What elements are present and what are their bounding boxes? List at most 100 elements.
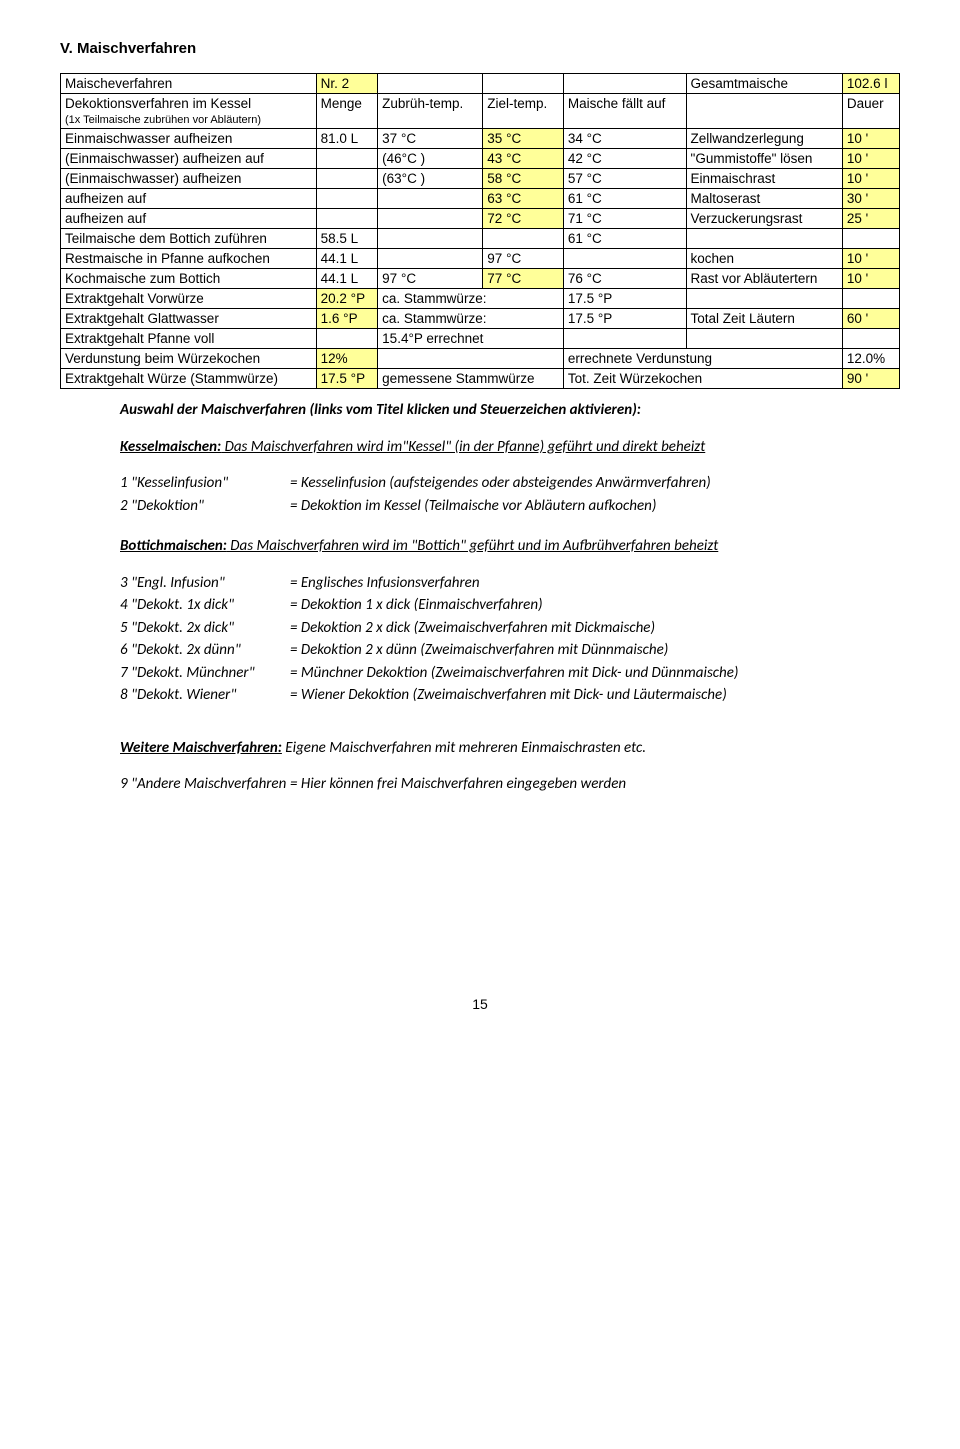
weitere-title: Weitere Maischverfahren: — [120, 739, 282, 757]
cell: 17.5 °P — [563, 309, 686, 329]
item-value: = Münchner Dekoktion (Zweimaischverfahre… — [290, 662, 860, 685]
cell: Einmaischrast — [686, 169, 842, 189]
table-row: Extraktgehalt Pfanne voll 15.4°P errechn… — [61, 329, 900, 349]
cell: 34 °C — [563, 129, 686, 149]
table-row: Verdunstung beim Würzekochen 12% errechn… — [61, 349, 900, 369]
table-row: (Einmaischwasser) aufheizen auf (46°C ) … — [61, 149, 900, 169]
table-row: aufheizen auf 63 °C 61 °C Maltoserast 30… — [61, 189, 900, 209]
cell: 63 °C — [483, 189, 564, 209]
cell: Dauer — [842, 94, 899, 129]
bottich-heading: Bottichmaischen: Das Maischverfahren wir… — [120, 535, 860, 558]
cell: 1.6 °P — [316, 309, 378, 329]
cell — [686, 329, 842, 349]
weitere-desc: Eigene Maischverfahren mit mehreren Einm… — [282, 739, 646, 757]
table-row: Maischeverfahren Nr. 2 Gesamtmaische 102… — [61, 74, 900, 94]
cell: Zellwandzerlegung — [686, 129, 842, 149]
cell: "Gummistoffe" lösen — [686, 149, 842, 169]
cell: gemessene Stammwürze — [378, 369, 564, 389]
cell: 10 ' — [842, 269, 899, 289]
cell — [842, 229, 899, 249]
item-key: 6 "Dekokt. 2x dünn" — [120, 639, 290, 662]
cell: Teilmaische dem Bottich zuführen — [61, 229, 317, 249]
kessel-heading: Kesselmaischen: Das Maischverfahren wird… — [120, 436, 860, 459]
cell: errechnete Verdunstung — [563, 349, 842, 369]
item-value: = Wiener Dekoktion (Zweimaischverfahren … — [290, 684, 860, 707]
cell — [842, 329, 899, 349]
cell: Dekoktionsverfahren im Kessel (1x Teilmai… — [61, 94, 317, 129]
intro-bold: Auswahl der Maischverfahren (links vom T… — [120, 401, 641, 419]
cell — [316, 209, 378, 229]
item-value: = Dekoktion im Kessel (Teilmaische vor A… — [290, 495, 860, 518]
item-key: 4 "Dekokt. 1x dick" — [120, 594, 290, 617]
cell: 44.1 L — [316, 269, 378, 289]
table-row: Einmaischwasser aufheizen 81.0 L 37 °C 3… — [61, 129, 900, 149]
page-number: 15 — [60, 996, 900, 1012]
item-value: = Dekoktion 2 x dick (Zweimaischverfahre… — [290, 617, 860, 640]
table-row: Extraktgehalt Würze (Stammwürze) 17.5 °P… — [61, 369, 900, 389]
cell: 42 °C — [563, 149, 686, 169]
cell — [686, 229, 842, 249]
item-key: 1 "Kesselinfusion" — [120, 472, 290, 495]
cell — [316, 329, 378, 349]
cell: 44.1 L — [316, 249, 378, 269]
table-row: Extraktgehalt Glattwasser 1.6 °P ca. Sta… — [61, 309, 900, 329]
cell: 15.4°P errechnet — [378, 329, 564, 349]
cell: 17.5 °P — [563, 289, 686, 309]
cell: 17.5 °P — [316, 369, 378, 389]
cell: 37 °C — [378, 129, 483, 149]
item-value: = Hier können frei Maischverfahren einge… — [290, 773, 860, 796]
kessel-title: Kesselmaischen: — [120, 438, 221, 456]
cell: 72 °C — [483, 209, 564, 229]
table-row: Dekoktionsverfahren im Kessel (1x Teilmai… — [61, 94, 900, 129]
kessel-desc: Das Maischverfahren wird im"Kessel" (in … — [221, 438, 705, 456]
cell: Zubrüh-temp. — [378, 94, 483, 129]
section-heading: V. Maischverfahren — [60, 40, 900, 57]
item-key: 7 "Dekokt. Münchner" — [120, 662, 290, 685]
intro-text: Auswahl der Maischverfahren (links vom T… — [120, 399, 860, 422]
cell-subtext: (1x Teilmaische zubrühen vor Abläutern) — [65, 114, 261, 126]
cell: Extraktgehalt Vorwürze — [61, 289, 317, 309]
cell: 57 °C — [563, 169, 686, 189]
cell: Einmaischwasser aufheizen — [61, 129, 317, 149]
cell: Rast vor Abläutertern — [686, 269, 842, 289]
cell: 10 ' — [842, 129, 899, 149]
cell: Maische fällt auf — [563, 94, 686, 129]
cell — [563, 249, 686, 269]
cell: Verdunstung beim Würzekochen — [61, 349, 317, 369]
cell-text: Dekoktionsverfahren im Kessel — [65, 96, 251, 111]
cell: 71 °C — [563, 209, 686, 229]
cell: 97 °C — [483, 249, 564, 269]
cell — [563, 74, 686, 94]
cell — [316, 149, 378, 169]
cell: ca. Stammwürze: — [378, 309, 564, 329]
cell: Restmaische in Pfanne aufkochen — [61, 249, 317, 269]
maisch-table: Maischeverfahren Nr. 2 Gesamtmaische 102… — [60, 73, 900, 389]
list-item: 3 "Engl. Infusion"= Englisches Infusions… — [120, 572, 860, 595]
item-value: = Dekoktion 1 x dick (Einmaischverfahren… — [290, 594, 860, 617]
cell: Tot. Zeit Würzekochen — [563, 369, 842, 389]
item-key: 8 "Dekokt. Wiener" — [120, 684, 290, 707]
cell: 81.0 L — [316, 129, 378, 149]
cell: Extraktgehalt Glattwasser — [61, 309, 317, 329]
cell — [483, 74, 564, 94]
cell: ca. Stammwürze: — [378, 289, 564, 309]
cell — [316, 169, 378, 189]
item-value: = Kesselinfusion (aufsteigendes oder abs… — [290, 472, 860, 495]
table-row: Teilmaische dem Bottich zuführen 58.5 L … — [61, 229, 900, 249]
cell: 20.2 °P — [316, 289, 378, 309]
cell: 90 ' — [842, 369, 899, 389]
cell — [563, 329, 686, 349]
item-value: = Dekoktion 2 x dünn (Zweimaischverfahre… — [290, 639, 860, 662]
cell: Maltoserast — [686, 189, 842, 209]
cell: 77 °C — [483, 269, 564, 289]
table-row: Kochmaische zum Bottich 44.1 L 97 °C 77 … — [61, 269, 900, 289]
cell: 10 ' — [842, 149, 899, 169]
table-row: aufheizen auf 72 °C 71 °C Verzuckerungsr… — [61, 209, 900, 229]
list-item: 4 "Dekokt. 1x dick"= Dekoktion 1 x dick … — [120, 594, 860, 617]
cell: 76 °C — [563, 269, 686, 289]
cell: 43 °C — [483, 149, 564, 169]
cell: Extraktgehalt Würze (Stammwürze) — [61, 369, 317, 389]
cell: 10 ' — [842, 249, 899, 269]
cell: Kochmaische zum Bottich — [61, 269, 317, 289]
cell — [686, 289, 842, 309]
